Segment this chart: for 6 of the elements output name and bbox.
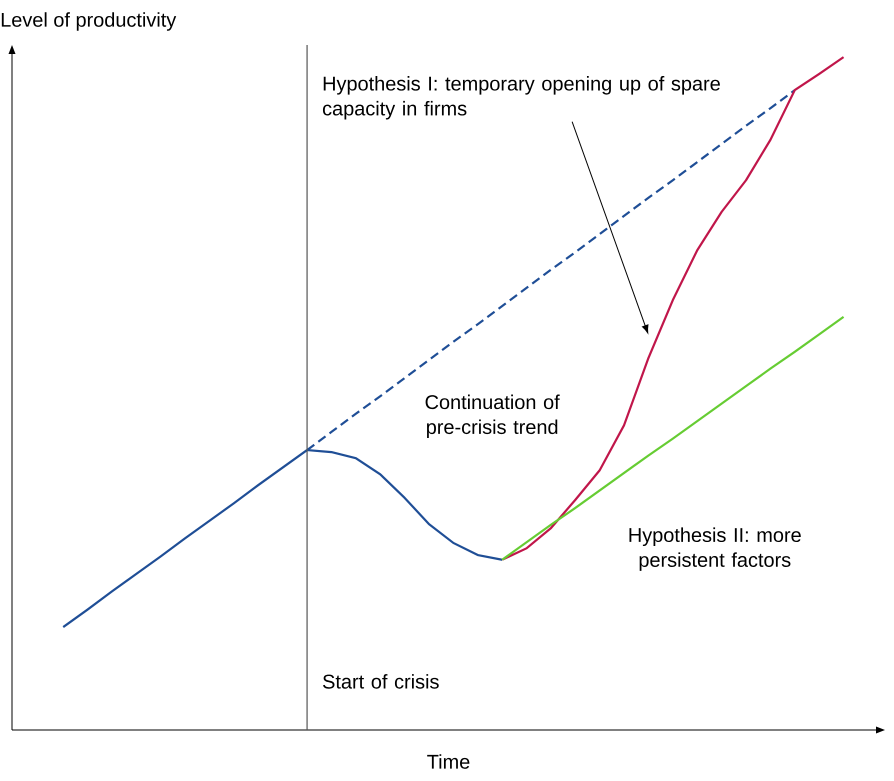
annotation: Start of crisis — [323, 674, 439, 689]
x-axis-title: Time — [427, 754, 470, 769]
annotation: Hypothesis I: temporary opening up of spare capacity in firms — [322, 76, 720, 120]
annotation: Continuation of pre-crisis trend — [426, 394, 560, 438]
y-axis-title: Level of productivity — [2, 12, 176, 31]
annotation: Hypothesis II: more persistent factors — [629, 527, 801, 571]
